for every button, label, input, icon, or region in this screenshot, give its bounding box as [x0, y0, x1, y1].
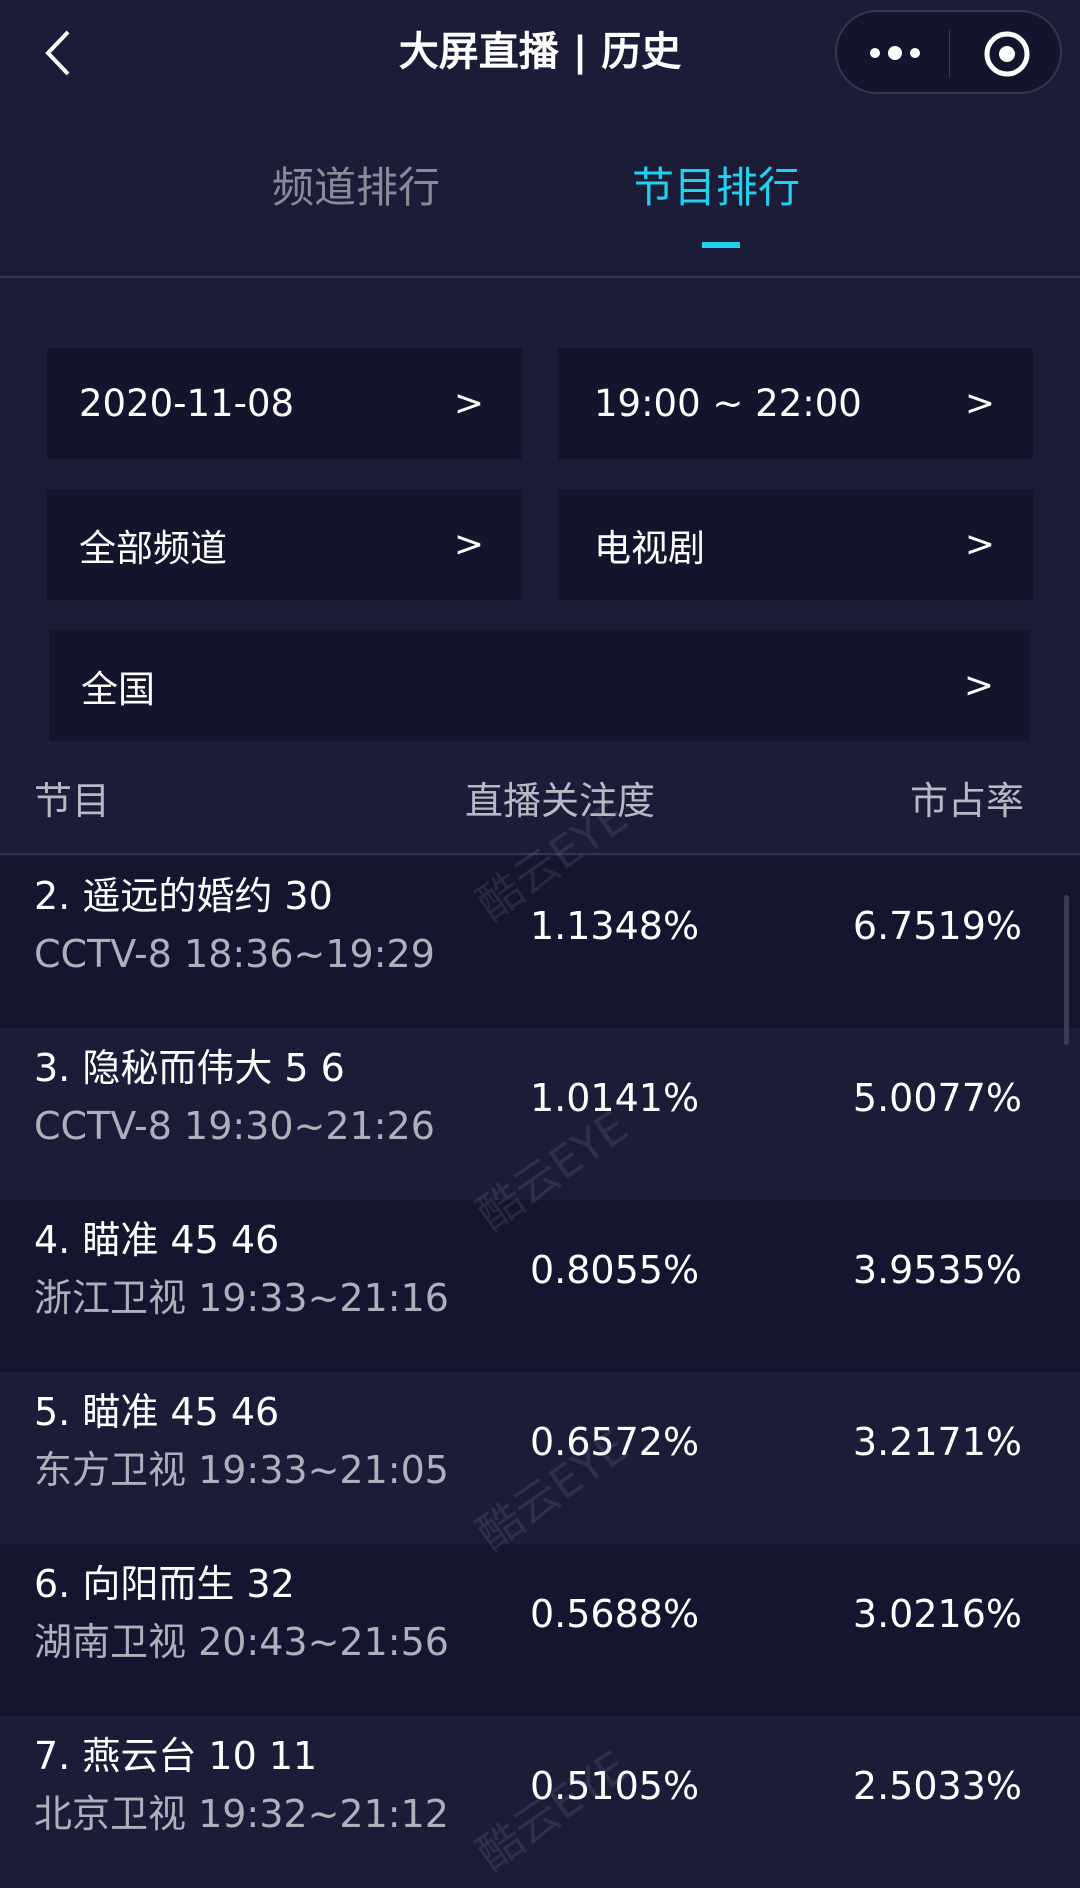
program-name: 5. 瞄准 45 46	[34, 1390, 280, 1434]
share-value: 6.7519%	[852, 904, 1022, 948]
program-channel-time: 浙江卫视 19:33~21:16	[34, 1276, 449, 1320]
chevron-right-icon: >	[453, 383, 484, 424]
table-row[interactable]: 4. 瞄准 45 46 浙江卫视 19:33~21:16 0.8055% 3.9…	[0, 1200, 1080, 1372]
column-attention: 直播关注度	[465, 779, 656, 823]
table-row[interactable]: 2. 遥远的婚约 30 CCTV-8 18:36~19:29 1.1348% 6…	[0, 856, 1080, 1028]
attention-value: 0.6572%	[530, 1420, 700, 1464]
channel-filter[interactable]: 全部频道 >	[47, 489, 522, 600]
more-dots-icon[interactable]	[867, 38, 923, 68]
divider	[0, 853, 1080, 855]
date-value: 2020-11-08	[79, 382, 295, 425]
table-row[interactable]: 3. 隐秘而伟大 5 6 CCTV-8 19:30~21:26 1.0141% …	[0, 1028, 1080, 1200]
share-value: 2.5033%	[852, 1764, 1022, 1808]
table-row[interactable]: 5. 瞄准 45 46 东方卫视 19:33~21:05 0.6572% 3.2…	[0, 1372, 1080, 1544]
time-value: 19:00 ~ 22:00	[594, 382, 862, 425]
program-channel-time: CCTV-8 19:30~21:26	[34, 1104, 435, 1148]
column-share: 市占率	[909, 779, 1024, 823]
chevron-right-icon: >	[963, 665, 994, 706]
program-channel-time: 湖南卫视 20:43~21:56	[34, 1620, 449, 1664]
active-tab-indicator	[702, 242, 740, 248]
attention-value: 0.8055%	[530, 1248, 700, 1292]
chevron-right-icon: >	[964, 524, 995, 565]
share-value: 3.0216%	[852, 1592, 1022, 1636]
share-value: 3.2171%	[852, 1420, 1022, 1464]
page-title: 大屏直播 | 历史	[398, 29, 682, 75]
attention-value: 0.5105%	[530, 1764, 700, 1808]
program-name: 6. 向阳而生 32	[34, 1562, 295, 1606]
date-filter[interactable]: 2020-11-08 >	[47, 348, 522, 459]
program-name: 7. 燕云台 10 11	[34, 1734, 318, 1778]
divider	[0, 276, 1080, 278]
target-circle-icon[interactable]	[982, 29, 1032, 79]
program-channel-time: 东方卫视 19:33~21:05	[34, 1448, 449, 1492]
back-chevron-icon[interactable]	[40, 28, 80, 78]
attention-value: 1.0141%	[530, 1076, 700, 1120]
program-name: 3. 隐秘而伟大 5 6	[34, 1046, 345, 1090]
table-row[interactable]: 6. 向阳而生 32 湖南卫视 20:43~21:56 0.5688% 3.02…	[0, 1544, 1080, 1716]
share-value: 3.9535%	[852, 1248, 1022, 1292]
tab-channel-ranking[interactable]: 频道排行	[272, 163, 441, 212]
channel-value: 全部频道	[79, 526, 227, 570]
scrollbar[interactable]	[1064, 895, 1069, 1045]
program-name: 2. 遥远的婚约 30	[34, 874, 333, 918]
tab-program-ranking[interactable]: 节目排行	[632, 163, 801, 212]
region-value: 全国	[81, 667, 155, 711]
genre-value: 电视剧	[594, 526, 705, 570]
share-value: 5.0077%	[852, 1076, 1022, 1120]
attention-value: 0.5688%	[530, 1592, 700, 1636]
program-name: 4. 瞄准 45 46	[34, 1218, 280, 1262]
program-channel-time: CCTV-8 18:36~19:29	[34, 932, 435, 976]
miniprogram-capsule	[835, 10, 1062, 94]
capsule-divider	[949, 30, 950, 78]
time-filter[interactable]: 19:00 ~ 22:00 >	[558, 348, 1033, 459]
genre-filter[interactable]: 电视剧 >	[558, 489, 1033, 600]
column-program: 节目	[34, 779, 111, 823]
region-filter[interactable]: 全国 >	[49, 630, 1030, 741]
chevron-right-icon: >	[453, 524, 484, 565]
table-row[interactable]: 7. 燕云台 10 11 北京卫视 19:32~21:12 0.5105% 2.…	[0, 1716, 1080, 1888]
attention-value: 1.1348%	[530, 904, 700, 948]
program-channel-time: 北京卫视 19:32~21:12	[34, 1792, 449, 1836]
chevron-right-icon: >	[964, 383, 995, 424]
table-header: 节目 直播关注度 市占率	[0, 770, 1080, 830]
